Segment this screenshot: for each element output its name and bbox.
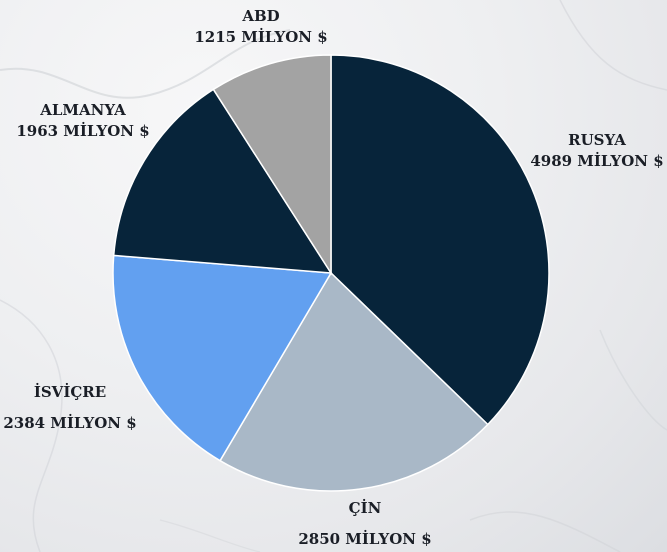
slice-label-value: 1963 MİLYON $: [16, 122, 150, 140]
slice-label-abd: ABD 1215 MİLYON $: [186, 6, 336, 48]
slice-label-cin: ÇİN 2850 MİLYON $: [290, 498, 440, 550]
slice-label-value: 2850 MİLYON $: [298, 530, 432, 548]
slice-label-value: 4989 MİLYON $: [530, 152, 664, 170]
pie-slice-çi̇n: [219, 271, 489, 492]
slice-label-name: RUSYA: [568, 131, 626, 149]
slice-label-name: ALMANYA: [40, 101, 126, 119]
pie-slice-rusya: [330, 54, 550, 426]
pie-slices: [112, 54, 550, 492]
pie-slice-almanya: [112, 88, 333, 274]
slice-label-rusya: RUSYA 4989 MİLYON $: [527, 130, 667, 172]
slice-label-name: ABD: [242, 7, 280, 25]
slice-label-isvicre: İSVİÇRE 2384 MİLYON $: [0, 382, 140, 434]
slice-label-name: İSVİÇRE: [33, 383, 107, 401]
pie-slice-abd: [212, 54, 332, 276]
slice-label-value: 1215 MİLYON $: [194, 28, 328, 46]
slice-label-value: 2384 MİLYON $: [3, 414, 137, 432]
slice-label-almanya: ALMANYA 1963 MİLYON $: [8, 100, 158, 142]
pie-slice-i̇svi̇çre: [112, 254, 333, 462]
slice-label-name: ÇİN: [348, 499, 382, 517]
